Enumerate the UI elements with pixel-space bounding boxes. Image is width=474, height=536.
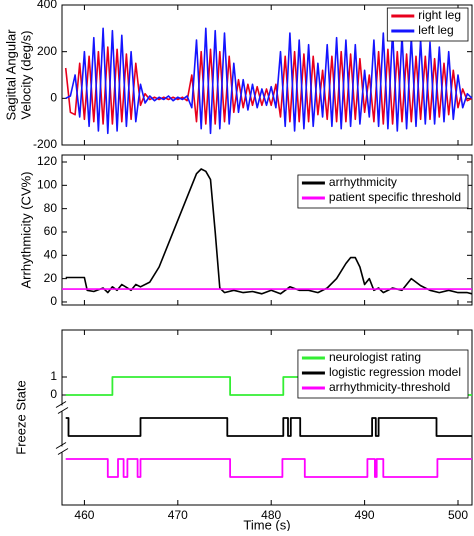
legend-box [297, 349, 469, 399]
axis-break [56, 446, 68, 453]
legend-label: arrhythmicity-threshold [329, 380, 450, 394]
y-tick-label: 20 [44, 271, 58, 285]
axis-break [55, 442, 67, 449]
plot-frame [61, 154, 473, 306]
y-axis-label: Velocity (deg/s) [18, 31, 33, 120]
y-tick-label: 0 [50, 294, 57, 308]
y-tick-label: 200 [37, 44, 57, 58]
x-tick-label: 500 [448, 508, 468, 522]
series-line [65, 458, 472, 478]
y-axis-label: Freeze State [13, 380, 28, 454]
axis-break [57, 407, 69, 414]
y-tick-label: 40 [44, 247, 58, 261]
legend-box [297, 174, 469, 209]
y-tick-label: 80 [44, 201, 58, 215]
x-axis-label: Time (s) [243, 517, 290, 531]
x-tick-label: 490 [355, 508, 375, 522]
y-tick-label: 400 [37, 0, 57, 11]
legend-label: right leg [418, 8, 461, 22]
legend-label: neurologist rating [329, 350, 421, 364]
y-tick-label: 0 [50, 387, 57, 401]
legend-box [386, 7, 469, 42]
axis-break [55, 401, 67, 408]
legend-label: left leg [418, 23, 453, 37]
series-line [65, 27, 473, 135]
x-tick-label: 460 [74, 508, 94, 522]
y-axis-label: Arrhythmicity (CV%) [18, 171, 33, 288]
y-tick-label: 0 [50, 91, 57, 105]
y-tick-label: 1 [50, 369, 57, 383]
x-tick-label: 480 [261, 508, 281, 522]
axis-break [56, 405, 68, 412]
y-tick-label: -200 [33, 137, 57, 151]
plot-frame [61, 4, 473, 146]
series-line [65, 417, 472, 437]
y-axis-label: Sagittal Angular [3, 29, 18, 121]
y-tick-label: 100 [37, 177, 57, 191]
legend-label: arrhythmicity [329, 175, 397, 189]
legend-label: logistic regression model [329, 365, 461, 379]
plot-frame [61, 329, 473, 506]
axis-break [57, 448, 69, 455]
legend-label: patient specific threshold [329, 190, 461, 204]
x-tick-label: 470 [168, 508, 188, 522]
y-tick-label: 120 [37, 154, 57, 168]
y-tick-label: 60 [44, 224, 58, 238]
